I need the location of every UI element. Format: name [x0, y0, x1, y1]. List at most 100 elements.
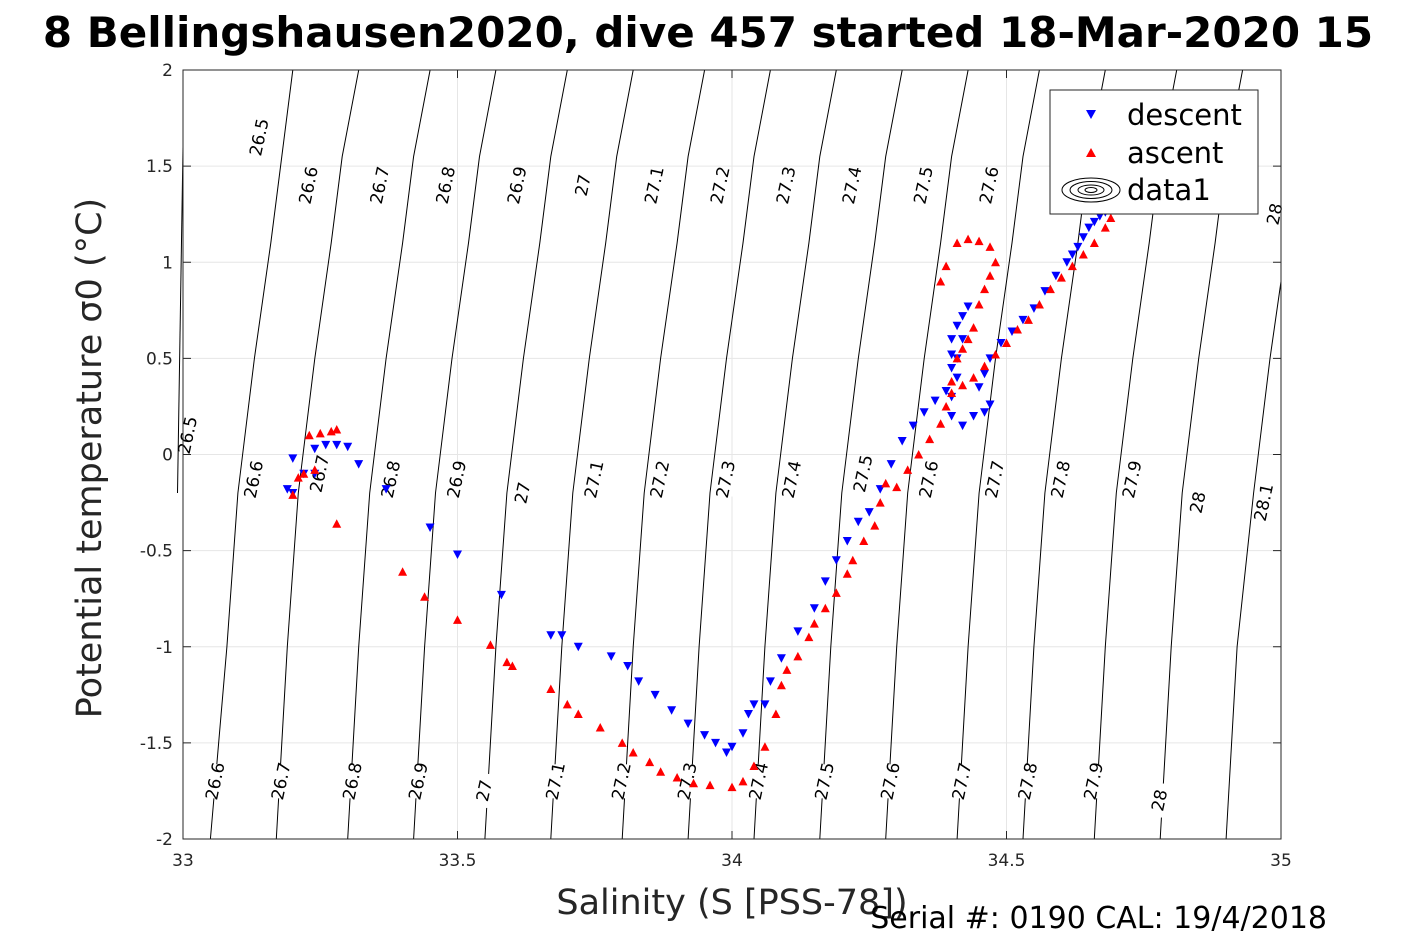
contour-label-background — [585, 462, 604, 497]
ascent-point — [1045, 284, 1055, 294]
descent-point — [969, 412, 979, 421]
descent-point — [864, 508, 874, 517]
descent-point — [743, 710, 753, 719]
descent-point — [546, 631, 556, 640]
descent-point — [820, 577, 830, 586]
contour-label-background — [1085, 764, 1104, 799]
descent-point — [623, 661, 633, 671]
ascent-point — [749, 761, 759, 770]
ascent-point — [546, 684, 556, 694]
contour-label-background — [843, 168, 862, 203]
descent-point — [963, 302, 973, 311]
ascent-point — [617, 738, 627, 747]
descent-point — [958, 335, 968, 344]
descent-point — [996, 338, 1006, 348]
ascent-point — [881, 478, 891, 488]
descent-point — [952, 321, 962, 331]
serial-cal-label: Serial #: 0190 CAL: 19/4/2018 — [870, 901, 1327, 936]
legend-ascent-marker — [1086, 148, 1096, 157]
ascent-point — [288, 490, 298, 499]
contour-label-background — [206, 764, 225, 799]
contour-label-background — [508, 168, 527, 203]
descent-point — [886, 460, 896, 469]
descent-point — [700, 731, 710, 740]
contour-label-background — [854, 456, 873, 491]
contour-label-background — [1255, 485, 1274, 520]
ascent-point — [859, 536, 869, 546]
legend-contour-icon — [1061, 177, 1121, 203]
descent-point — [974, 383, 984, 392]
ascent-point — [1078, 250, 1088, 259]
descent-point — [606, 652, 616, 661]
ascent-point — [925, 434, 935, 444]
ascent-point — [332, 519, 342, 528]
ascent-point — [760, 742, 770, 751]
descent-point — [749, 700, 759, 709]
ascent-point — [771, 709, 781, 719]
descent-point — [1040, 287, 1050, 296]
descent-point — [1078, 233, 1088, 242]
ascent-point — [952, 238, 962, 248]
ascent-point — [304, 430, 314, 440]
descent-point — [930, 396, 940, 406]
ascent-point — [1002, 338, 1011, 347]
ascent-point — [562, 699, 572, 709]
descent-point — [809, 604, 819, 613]
ascent-point — [310, 465, 320, 474]
ascent-point — [1056, 273, 1066, 282]
legend-descent-label: descent — [1127, 98, 1242, 132]
legend-descent-marker — [1086, 110, 1096, 119]
descent-point — [1084, 223, 1094, 233]
descent-point — [453, 550, 462, 559]
ascent-point — [628, 747, 638, 757]
ascent-point — [991, 350, 1001, 359]
contour-label-background — [475, 773, 494, 808]
descent-point — [919, 408, 929, 417]
contour-label-background — [311, 456, 330, 491]
ascent-point — [936, 276, 946, 286]
descent-point — [1062, 258, 1072, 267]
contour-label-background — [514, 475, 533, 510]
y-axis-label: Potential temperature σ0 (°C) — [70, 198, 110, 718]
ascent-point — [656, 767, 666, 776]
contour-label: 27 — [473, 778, 497, 803]
descent-point — [760, 700, 770, 709]
contour-label: 27 — [572, 173, 596, 198]
ascent-point — [842, 569, 852, 578]
descent-point — [650, 690, 660, 700]
descent-point — [947, 363, 957, 373]
ascent-point — [969, 323, 979, 332]
ascent-point — [936, 419, 946, 428]
contour-label: 27 — [511, 480, 535, 505]
descent-point — [1089, 217, 1099, 227]
density-contour-26-7 — [275, 69, 360, 840]
descent-point — [711, 738, 721, 748]
descent-point — [1018, 315, 1028, 325]
descent-point — [941, 387, 951, 396]
x-tick-label: 33.5 — [439, 851, 477, 871]
contour-label-background — [981, 168, 1000, 203]
legend-data1-label: data1 — [1127, 173, 1211, 207]
ascent-point — [980, 284, 990, 294]
y-tick-label: -2 — [156, 830, 173, 850]
descent-point — [853, 517, 863, 527]
x-tick-label: 35 — [1270, 851, 1292, 871]
ascent-point — [947, 388, 957, 397]
chart-title: 8 Bellingshausen2020, dive 457 started 1… — [43, 8, 1373, 57]
y-tick-label: 0.5 — [146, 349, 173, 369]
descent-point — [634, 677, 644, 686]
ascent-point — [573, 709, 583, 719]
x-tick-label: 34 — [721, 851, 743, 871]
y-tick-label: 2 — [162, 61, 173, 81]
ascent-point — [793, 651, 803, 661]
descent-point — [722, 748, 732, 757]
contour-label: 28 — [1148, 788, 1172, 813]
descent-point — [727, 742, 737, 752]
descent-point — [425, 523, 435, 533]
descent-point — [667, 706, 677, 715]
ascent-point — [595, 722, 605, 732]
contour-label-background — [783, 462, 802, 497]
ascent-point — [980, 361, 990, 371]
ascent-point — [947, 376, 957, 386]
descent-point — [958, 312, 968, 321]
